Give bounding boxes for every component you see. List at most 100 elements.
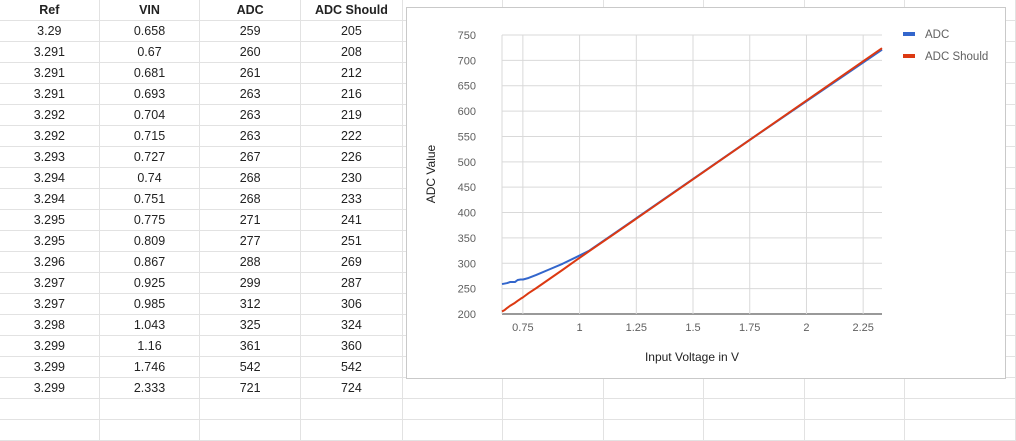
empty-cell[interactable] bbox=[603, 398, 705, 420]
table-cell[interactable]: 3.299 bbox=[0, 356, 100, 378]
table-cell[interactable]: 261 bbox=[199, 62, 301, 84]
empty-cell[interactable] bbox=[402, 377, 504, 399]
table-cell[interactable]: 3.294 bbox=[0, 167, 100, 189]
empty-cell[interactable] bbox=[703, 377, 805, 399]
table-cell[interactable]: 312 bbox=[199, 293, 301, 315]
table-cell[interactable]: 3.298 bbox=[0, 314, 100, 336]
table-cell[interactable]: 268 bbox=[199, 167, 301, 189]
table-cell[interactable]: 0.925 bbox=[99, 272, 201, 294]
empty-cell[interactable] bbox=[99, 398, 201, 420]
table-cell[interactable]: 0.74 bbox=[99, 167, 201, 189]
table-cell[interactable]: 360 bbox=[300, 335, 403, 357]
table-cell[interactable]: 259 bbox=[199, 20, 301, 42]
table-cell[interactable]: 361 bbox=[199, 335, 301, 357]
table-cell[interactable]: 542 bbox=[300, 356, 403, 378]
table-cell[interactable]: 724 bbox=[300, 377, 403, 399]
table-cell[interactable]: 3.295 bbox=[0, 209, 100, 231]
table-cell[interactable]: 3.299 bbox=[0, 335, 100, 357]
table-cell[interactable]: 267 bbox=[199, 146, 301, 168]
empty-cell[interactable] bbox=[0, 398, 100, 420]
empty-cell[interactable] bbox=[402, 398, 504, 420]
table-cell[interactable]: 3.295 bbox=[0, 230, 100, 252]
empty-cell[interactable] bbox=[703, 398, 805, 420]
empty-cell[interactable] bbox=[502, 377, 604, 399]
table-cell[interactable]: 277 bbox=[199, 230, 301, 252]
table-cell[interactable]: 0.809 bbox=[99, 230, 201, 252]
table-cell[interactable]: 0.704 bbox=[99, 104, 201, 126]
table-cell[interactable]: 0.985 bbox=[99, 293, 201, 315]
empty-cell[interactable] bbox=[199, 398, 301, 420]
table-cell[interactable]: 268 bbox=[199, 188, 301, 210]
table-cell[interactable]: 1.746 bbox=[99, 356, 201, 378]
table-cell[interactable]: 0.658 bbox=[99, 20, 201, 42]
table-cell[interactable]: 3.293 bbox=[0, 146, 100, 168]
table-cell[interactable]: 0.67 bbox=[99, 41, 201, 63]
empty-cell[interactable] bbox=[904, 419, 1016, 441]
table-cell[interactable]: 287 bbox=[300, 272, 403, 294]
table-cell[interactable]: 306 bbox=[300, 293, 403, 315]
table-cell[interactable]: 721 bbox=[199, 377, 301, 399]
empty-cell[interactable] bbox=[300, 398, 403, 420]
table-cell[interactable]: 3.297 bbox=[0, 272, 100, 294]
empty-cell[interactable] bbox=[502, 398, 604, 420]
table-cell[interactable]: 208 bbox=[300, 41, 403, 63]
table-cell[interactable]: 0.693 bbox=[99, 83, 201, 105]
column-header[interactable]: ADC bbox=[199, 0, 301, 21]
table-cell[interactable]: 3.296 bbox=[0, 251, 100, 273]
table-cell[interactable]: 0.681 bbox=[99, 62, 201, 84]
table-cell[interactable]: 233 bbox=[300, 188, 403, 210]
table-cell[interactable]: 263 bbox=[199, 83, 301, 105]
column-header[interactable]: VIN bbox=[99, 0, 201, 21]
empty-cell[interactable] bbox=[603, 419, 705, 441]
empty-cell[interactable] bbox=[199, 419, 301, 441]
table-cell[interactable]: 0.727 bbox=[99, 146, 201, 168]
empty-cell[interactable] bbox=[804, 398, 906, 420]
table-cell[interactable]: 216 bbox=[300, 83, 403, 105]
table-cell[interactable]: 3.29 bbox=[0, 20, 100, 42]
table-cell[interactable]: 288 bbox=[199, 251, 301, 273]
empty-cell[interactable] bbox=[99, 419, 201, 441]
empty-cell[interactable] bbox=[904, 398, 1016, 420]
table-cell[interactable]: 2.333 bbox=[99, 377, 201, 399]
table-cell[interactable]: 260 bbox=[199, 41, 301, 63]
table-cell[interactable]: 1.16 bbox=[99, 335, 201, 357]
chart-container[interactable]: 200 250 300 350 400 450 500 550 600 650 700 750 0.75… bbox=[406, 7, 1006, 379]
table-cell[interactable]: 299 bbox=[199, 272, 301, 294]
table-cell[interactable]: 205 bbox=[300, 20, 403, 42]
table-cell[interactable]: 271 bbox=[199, 209, 301, 231]
table-cell[interactable]: 251 bbox=[300, 230, 403, 252]
table-cell[interactable]: 3.292 bbox=[0, 125, 100, 147]
empty-cell[interactable] bbox=[603, 377, 705, 399]
empty-cell[interactable] bbox=[904, 377, 1016, 399]
table-cell[interactable]: 0.751 bbox=[99, 188, 201, 210]
empty-cell[interactable] bbox=[300, 419, 403, 441]
table-cell[interactable]: 0.775 bbox=[99, 209, 201, 231]
table-cell[interactable]: 3.299 bbox=[0, 377, 100, 399]
table-cell[interactable]: 3.291 bbox=[0, 41, 100, 63]
table-cell[interactable]: 212 bbox=[300, 62, 403, 84]
table-cell[interactable]: 1.043 bbox=[99, 314, 201, 336]
table-cell[interactable]: 263 bbox=[199, 125, 301, 147]
column-header[interactable]: ADC Should bbox=[300, 0, 403, 21]
table-cell[interactable]: 230 bbox=[300, 167, 403, 189]
table-cell[interactable]: 226 bbox=[300, 146, 403, 168]
table-cell[interactable]: 542 bbox=[199, 356, 301, 378]
table-cell[interactable]: 241 bbox=[300, 209, 403, 231]
table-cell[interactable]: 324 bbox=[300, 314, 403, 336]
empty-cell[interactable] bbox=[804, 419, 906, 441]
empty-cell[interactable] bbox=[402, 419, 504, 441]
table-cell[interactable]: 0.715 bbox=[99, 125, 201, 147]
table-cell[interactable]: 263 bbox=[199, 104, 301, 126]
table-cell[interactable]: 3.291 bbox=[0, 62, 100, 84]
table-cell[interactable]: 325 bbox=[199, 314, 301, 336]
table-cell[interactable]: 219 bbox=[300, 104, 403, 126]
table-cell[interactable]: 3.291 bbox=[0, 83, 100, 105]
empty-cell[interactable] bbox=[0, 419, 100, 441]
empty-cell[interactable] bbox=[502, 419, 604, 441]
table-cell[interactable]: 222 bbox=[300, 125, 403, 147]
table-cell[interactable]: 3.297 bbox=[0, 293, 100, 315]
column-header[interactable]: Ref bbox=[0, 0, 100, 21]
table-cell[interactable]: 269 bbox=[300, 251, 403, 273]
empty-cell[interactable] bbox=[804, 377, 906, 399]
table-cell[interactable]: 3.294 bbox=[0, 188, 100, 210]
